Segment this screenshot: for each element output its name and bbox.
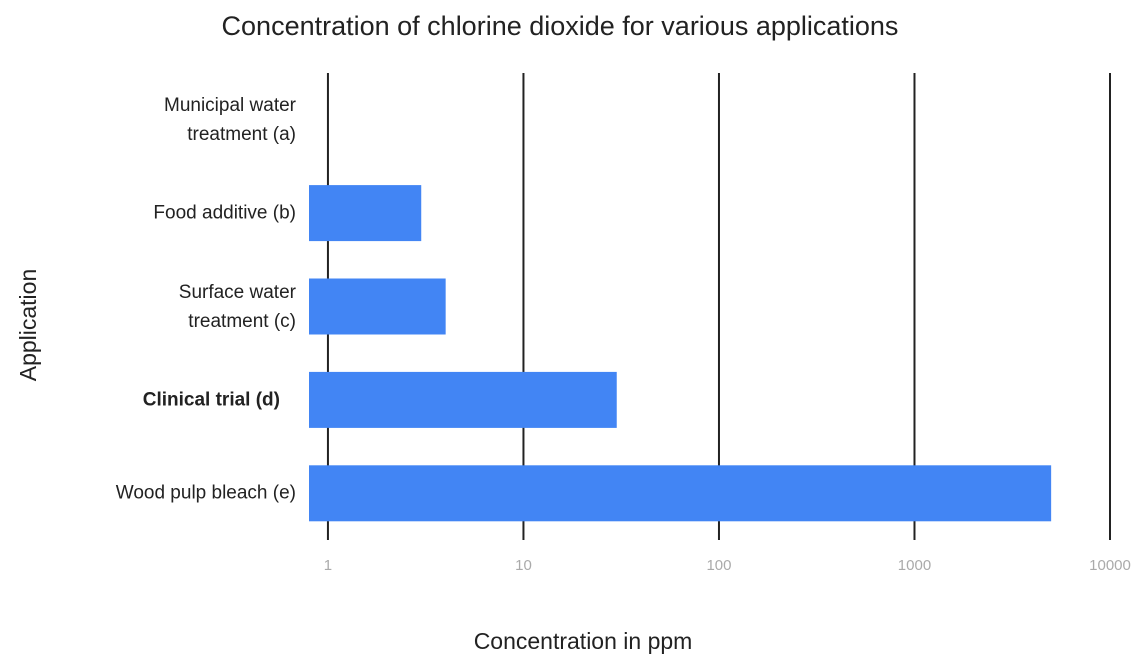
x-tick-label: 10 — [515, 557, 532, 574]
y-tick-label: Surface water treatment (c) — [178, 281, 296, 332]
bar — [309, 371, 617, 428]
x-tick-label: 10000 — [1089, 557, 1131, 574]
y-tick-label: Clinical trial (d) — [142, 389, 280, 411]
x-tick-label: 1000 — [898, 557, 931, 574]
y-tick-label: Food additive (b) — [153, 202, 296, 224]
y-axis-label: Application — [15, 269, 41, 382]
chart-title: Concentration of chlorine dioxide for va… — [222, 11, 899, 41]
bar — [309, 278, 446, 335]
y-tick-label: Wood pulp bleach (e) — [115, 482, 296, 504]
bar — [309, 185, 422, 242]
x-axis-label: Concentration in ppm — [474, 628, 693, 654]
y-tick-label: Municipal water treatment (a) — [164, 94, 296, 145]
x-tick-label: 1 — [324, 557, 332, 574]
x-tick-label: 100 — [706, 557, 731, 574]
bar — [309, 465, 1052, 522]
